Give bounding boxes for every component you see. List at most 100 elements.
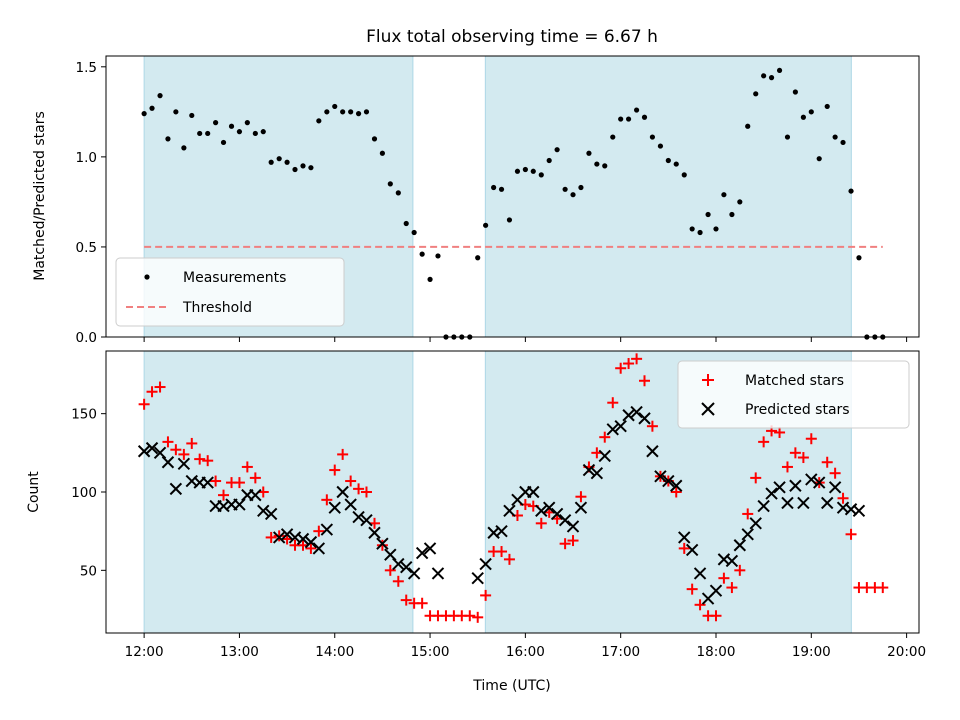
- predicted-star-stroke: [678, 531, 691, 544]
- measurement-point: [522, 166, 528, 173]
- matched-star-point: [273, 530, 285, 542]
- predicted-star-stroke: [145, 441, 159, 455]
- predicted-star-stroke: [693, 567, 707, 580]
- matched-star-point: [615, 362, 627, 374]
- predicted-star-point: [821, 496, 834, 510]
- measurement-point: [324, 109, 330, 115]
- measurement-point: [538, 172, 544, 178]
- measurement-point: [165, 136, 171, 142]
- predicted-star-stroke: [527, 485, 540, 499]
- predicted-star-point: [400, 560, 413, 574]
- matched-star-point: [845, 528, 857, 540]
- measurement-point: [379, 150, 386, 156]
- measurement-point: [768, 75, 775, 81]
- predicted-star-point: [741, 528, 754, 541]
- predicted-star-stroke: [153, 446, 167, 460]
- predicted-star-point: [685, 543, 699, 557]
- predicted-star-point: [527, 485, 540, 499]
- measurement-point: [205, 130, 211, 137]
- measurement-point: [641, 114, 648, 120]
- measurement-point: [665, 157, 671, 164]
- measurement-point: [784, 134, 791, 140]
- predicted-star-stroke: [709, 584, 723, 597]
- predicted-star-stroke: [471, 571, 484, 585]
- matched-star-point: [416, 597, 428, 609]
- measurement-point: [689, 226, 695, 232]
- matched-star-point: [503, 553, 515, 565]
- predicted-star-stroke: [503, 504, 516, 518]
- predicted-star-stroke: [392, 557, 405, 571]
- predicted-star-stroke: [590, 466, 604, 480]
- matched-star-point: [686, 583, 698, 595]
- bottom-x-tick-label: 15:00: [411, 644, 450, 660]
- predicted-star-point: [654, 470, 667, 483]
- predicted-star-point: [550, 507, 564, 521]
- predicted-star-point: [535, 504, 548, 518]
- matched-star-point: [265, 531, 277, 543]
- measurement-point: [705, 211, 711, 218]
- predicted-star-stroke: [646, 445, 659, 458]
- predicted-star-point: [177, 457, 191, 471]
- predicted-star-stroke: [479, 557, 492, 571]
- predicted-star-point: [590, 466, 604, 480]
- predicted-star-point: [614, 419, 627, 433]
- matched-star-point: [781, 461, 793, 473]
- measurement-point: [498, 186, 505, 192]
- measurement-point: [292, 166, 298, 173]
- top-panel: 0.0 0.5 1.0 1.5 Matched/Predicted stars Mea…: [32, 55, 920, 346]
- predicted-star-stroke: [550, 507, 564, 521]
- matched-star-point: [186, 437, 198, 449]
- predicted-star-stroke: [749, 517, 762, 530]
- matched-star-point: [607, 397, 619, 409]
- matched-star-point: [337, 448, 349, 460]
- predicted-star-point: [805, 473, 818, 486]
- predicted-star-stroke: [558, 513, 572, 527]
- predicted-star-stroke: [606, 423, 619, 436]
- bottom-y-axis-label: Count: [26, 471, 42, 513]
- matched-star-point: [710, 610, 722, 622]
- measurement-point: [570, 192, 576, 198]
- matched-star-point: [797, 452, 809, 464]
- top-axes-frame: [105, 55, 920, 338]
- predicted-star-stroke: [725, 554, 739, 568]
- bottom-x-tick-label: 20:00: [887, 644, 926, 660]
- predicted-star-point: [296, 532, 310, 546]
- predicted-star-point: [725, 554, 739, 568]
- predicted-star-stroke: [161, 456, 175, 469]
- measurement-point: [594, 161, 600, 167]
- measurement-point: [197, 130, 203, 137]
- measurement-point: [618, 116, 624, 122]
- predicted-star-stroke: [542, 501, 556, 514]
- predicted-star-stroke: [400, 560, 413, 574]
- matched-star-point: [170, 444, 182, 456]
- matched-star-point: [742, 508, 754, 520]
- predicted-star-point: [622, 409, 635, 422]
- measurement-point: [697, 229, 703, 236]
- matched-star-point: [496, 546, 508, 558]
- predicted-star-stroke: [797, 496, 810, 510]
- predicted-stars-points: [137, 405, 866, 605]
- predicted-star-point: [471, 571, 484, 585]
- predicted-star-stroke: [177, 457, 191, 471]
- measurement-point: [761, 73, 767, 79]
- measurement-point: [514, 168, 521, 174]
- predicted-star-point: [479, 557, 492, 571]
- predicted-star-point: [392, 557, 405, 571]
- measurement-point: [435, 253, 441, 259]
- measurement-point: [387, 181, 393, 187]
- predicted-star-point: [169, 482, 183, 496]
- matched-star-point: [329, 464, 341, 476]
- predicted-star-point: [360, 513, 373, 527]
- predicted-star-point: [249, 488, 262, 502]
- matched-star-point: [218, 489, 230, 501]
- predicted-star-point: [376, 537, 389, 550]
- measurement-point: [808, 109, 814, 115]
- legend-threshold-label: Threshold: [182, 300, 252, 316]
- bottom-x-tick-label: 14:00: [315, 644, 354, 660]
- top-legend: Measurements Threshold: [115, 257, 345, 327]
- measurement-point: [260, 129, 266, 135]
- predicted-star-point: [582, 463, 596, 477]
- matched-star-point: [138, 398, 150, 410]
- matched-star-point: [146, 386, 158, 398]
- matched-star-point: [233, 477, 245, 489]
